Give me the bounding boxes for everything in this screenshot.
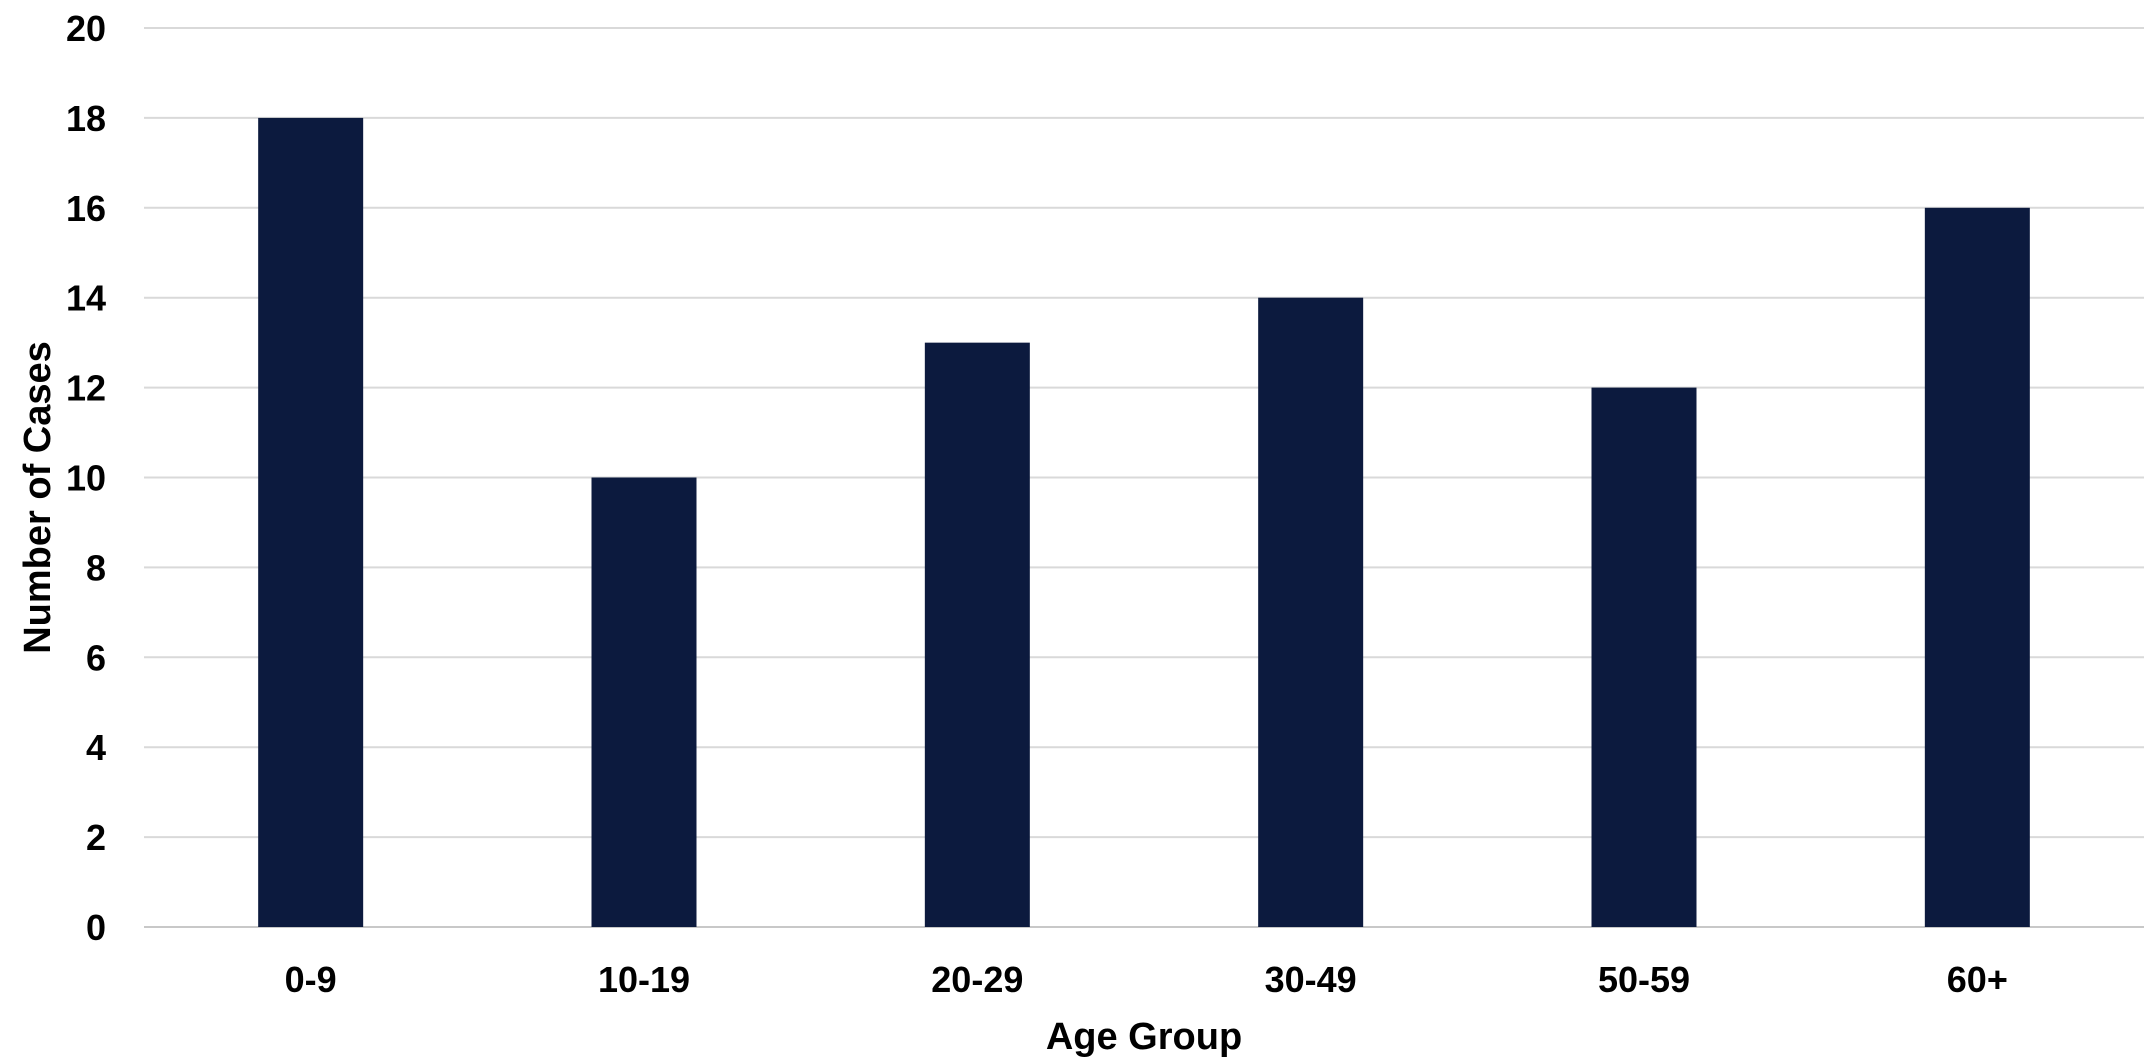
bar-60+	[1924, 207, 2030, 928]
x-category-label: 0-9	[285, 959, 337, 1000]
bars	[258, 117, 2030, 928]
y-tick-label: 12	[66, 368, 106, 409]
y-axis-title: Number of Cases	[17, 341, 59, 654]
bar-20-29	[924, 342, 1030, 927]
y-tick-label: 18	[66, 98, 106, 139]
y-tick-label: 20	[66, 8, 106, 49]
y-tick-label: 14	[66, 278, 106, 319]
y-tick-label: 8	[86, 547, 106, 588]
gridlines	[144, 27, 2144, 928]
y-tick-label: 10	[66, 458, 106, 499]
x-axis-category-labels: 0-9 10-19 20-29 30-49 50-59 60+	[285, 959, 2008, 1000]
x-category-label: 60+	[1947, 959, 2008, 1000]
y-tick-label: 4	[86, 727, 106, 768]
y-tick-label: 0	[86, 907, 106, 948]
x-category-label: 10-19	[598, 959, 690, 1000]
y-tick-label: 2	[86, 817, 106, 858]
x-category-label: 30-49	[1265, 959, 1357, 1000]
x-category-label: 50-59	[1598, 959, 1690, 1000]
bar-30-49	[1258, 297, 1364, 927]
y-tick-label: 6	[86, 637, 106, 678]
y-axis-tick-labels: 0 2 4 6 8 10 12 14 16 18 20	[66, 8, 106, 948]
x-category-label: 20-29	[931, 959, 1023, 1000]
bar-50-59	[1591, 387, 1697, 928]
bar-10-19	[591, 477, 697, 927]
y-tick-label: 16	[66, 188, 106, 229]
bar-0-9	[258, 117, 364, 927]
x-axis-title: Age Group	[1046, 1016, 1242, 1058]
